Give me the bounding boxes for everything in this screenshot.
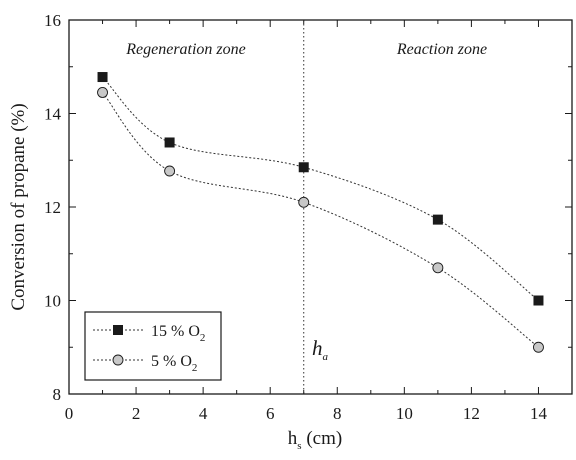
ha-marker-sub: a — [323, 351, 329, 363]
legend-name-15-o2: 15 % O — [151, 323, 200, 340]
legend-box — [84, 311, 222, 381]
y-tick-label: 16 — [44, 11, 61, 30]
legend-marker-15-o2 — [113, 325, 123, 335]
y-tick-labels: 8 10 12 14 16 — [44, 11, 62, 404]
x-axis-title-main: h — [288, 428, 298, 449]
fit-curve-15-o2 — [102, 76, 539, 301]
legend-label-15-o2: 15 % O2 — [151, 323, 205, 344]
x-tick-label: 4 — [199, 404, 208, 423]
x-tick-label: 10 — [396, 404, 413, 423]
y-tick-label: 8 — [53, 385, 62, 404]
x-axis-title-sub: s — [297, 440, 301, 452]
x-axis-title: hs (cm) — [288, 428, 342, 452]
data-point-15-o2 — [533, 295, 544, 306]
legend: 15 % O2 5 % O2 — [84, 311, 222, 381]
x-tick-label: 12 — [463, 404, 480, 423]
y-tick-label: 12 — [44, 198, 61, 217]
data-points — [97, 72, 544, 353]
ha-marker-main: h — [312, 336, 323, 360]
data-point-5-o2 — [533, 341, 544, 353]
legend-name-5-o2: 5 % O — [151, 353, 192, 370]
data-point-15-o2 — [298, 162, 309, 173]
data-point-5-o2 — [97, 87, 108, 98]
x-tick-label: 0 — [65, 404, 74, 423]
axis-ticks — [68, 19, 573, 395]
zone-left-label: Regeneration zone — [125, 41, 246, 58]
fit-curve-5-o2 — [102, 92, 539, 348]
data-point-5-o2 — [298, 196, 310, 208]
x-tick-labels: 0 2 4 6 8 10 12 14 — [65, 404, 548, 423]
legend-sub-15-o2: 2 — [200, 332, 206, 344]
x-tick-label: 8 — [333, 404, 342, 423]
y-axis-title: Conversion of propane (%) — [8, 103, 29, 310]
zone-right-label: Reaction zone — [396, 41, 487, 58]
y-tick-label: 14 — [44, 105, 62, 124]
data-point-5-o2 — [164, 165, 176, 177]
data-point-5-o2 — [432, 262, 444, 274]
legend-label-5-o2: 5 % O2 — [151, 353, 197, 374]
data-point-15-o2 — [432, 214, 443, 225]
data-point-15-o2 — [97, 72, 108, 83]
ha-marker-label: ha — [312, 336, 329, 363]
data-point-15-o2 — [164, 137, 175, 148]
x-tick-label: 2 — [132, 404, 141, 423]
x-axis-title-unit: (cm) — [302, 428, 343, 449]
x-tick-label: 6 — [266, 404, 275, 423]
x-tick-label: 14 — [530, 404, 548, 423]
legend-sub-5-o2: 2 — [192, 362, 198, 374]
y-tick-label: 10 — [44, 292, 61, 311]
legend-marker-5-o2 — [112, 354, 124, 366]
